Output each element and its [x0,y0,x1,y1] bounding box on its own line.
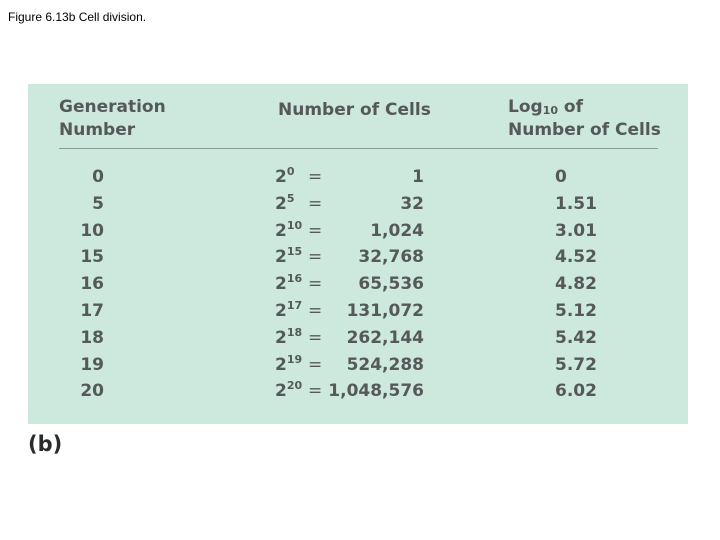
cell-count-cell: 1 [412,166,424,188]
header-log-prefix: Log [508,97,543,117]
equals-sign: = [308,380,322,402]
equals-sign: = [308,193,322,215]
header-log-number-of-cells: Log10 of Number of Cells [508,96,661,142]
equals-sign: = [308,220,322,242]
cell-count-cell: 1,024 [370,220,424,242]
table-row: 18 218 = 262,144 5.42 [28,325,688,352]
equals-sign: = [308,327,322,349]
log-value-cell: 3.01 [555,220,597,242]
table-row: 20 220 = 1,048,576 6.02 [28,378,688,405]
power-of-two-cell: 215 [275,246,302,268]
table-body: 0 20 = 1 0 5 25 = 32 1.51 10 210 = 1,024 3.01 15 215 = 32,… [28,164,688,405]
cell-count-cell: 65,536 [358,273,424,295]
power-exponent: 15 [287,245,302,258]
power-base: 2 [275,381,287,401]
generation-cell: 16 [80,273,104,295]
table-row: 19 219 = 524,288 5.72 [28,352,688,379]
generation-cell: 15 [80,246,104,268]
header-log-suffix: of [558,97,583,117]
power-base: 2 [275,274,287,294]
table-panel: Generation Number Number of Cells Log10 … [28,84,688,424]
figure-caption: Figure 6.13b Cell division. [8,10,146,24]
power-exponent: 16 [287,272,302,285]
cell-count-cell: 32,768 [358,246,424,268]
power-exponent: 0 [287,165,295,178]
generation-cell: 19 [80,354,104,376]
log-value-cell: 1.51 [555,193,597,215]
header-number-of-cells: Number of Cells [278,99,431,122]
table-row: 0 20 = 1 0 [28,164,688,191]
panel-label: (b) [28,432,62,456]
table-row: 10 210 = 1,024 3.01 [28,218,688,245]
power-base: 2 [275,247,287,267]
generation-cell: 10 [80,220,104,242]
cell-count-cell: 32 [400,193,424,215]
equals-sign: = [308,166,322,188]
cell-count-cell: 131,072 [347,300,424,322]
log-value-cell: 0 [555,166,567,188]
power-exponent: 20 [287,379,302,392]
table-row: 16 216 = 65,536 4.82 [28,271,688,298]
power-of-two-cell: 210 [275,220,302,242]
cell-count-cell: 524,288 [347,354,424,376]
table-row: 5 25 = 32 1.51 [28,191,688,218]
power-of-two-cell: 20 [275,166,295,188]
power-base: 2 [275,328,287,348]
log-value-cell: 5.72 [555,354,597,376]
cell-count-cell: 1,048,576 [328,380,424,402]
power-base: 2 [275,355,287,375]
power-of-two-cell: 216 [275,273,302,295]
power-base: 2 [275,301,287,321]
power-base: 2 [275,194,287,214]
cell-count-cell: 262,144 [347,327,424,349]
log-value-cell: 5.42 [555,327,597,349]
header-divider [59,148,658,149]
header-generation-number: Generation Number [59,96,166,142]
power-of-two-cell: 218 [275,327,302,349]
header-log-line2: Number of Cells [508,119,661,142]
table-row: 17 217 = 131,072 5.12 [28,298,688,325]
power-of-two-cell: 217 [275,300,302,322]
log-value-cell: 5.12 [555,300,597,322]
generation-cell: 17 [80,300,104,322]
power-base: 2 [275,221,287,241]
generation-cell: 20 [80,380,104,402]
power-exponent: 17 [287,299,302,312]
power-exponent: 5 [287,192,295,205]
power-exponent: 19 [287,353,302,366]
log-value-cell: 4.82 [555,273,597,295]
power-of-two-cell: 219 [275,354,302,376]
equals-sign: = [308,246,322,268]
header-generation-line2: Number [59,119,166,142]
power-of-two-cell: 220 [275,380,302,402]
generation-cell: 5 [92,193,104,215]
power-exponent: 18 [287,326,302,339]
power-of-two-cell: 25 [275,193,295,215]
header-log-base: 10 [543,104,558,117]
header-generation-line1: Generation [59,96,166,119]
generation-cell: 0 [92,166,104,188]
equals-sign: = [308,354,322,376]
equals-sign: = [308,300,322,322]
header-log-line1: Log10 of [508,96,661,119]
power-exponent: 10 [287,219,302,232]
power-base: 2 [275,167,287,187]
table-row: 15 215 = 32,768 4.52 [28,244,688,271]
log-value-cell: 4.52 [555,246,597,268]
equals-sign: = [308,273,322,295]
generation-cell: 18 [80,327,104,349]
log-value-cell: 6.02 [555,380,597,402]
